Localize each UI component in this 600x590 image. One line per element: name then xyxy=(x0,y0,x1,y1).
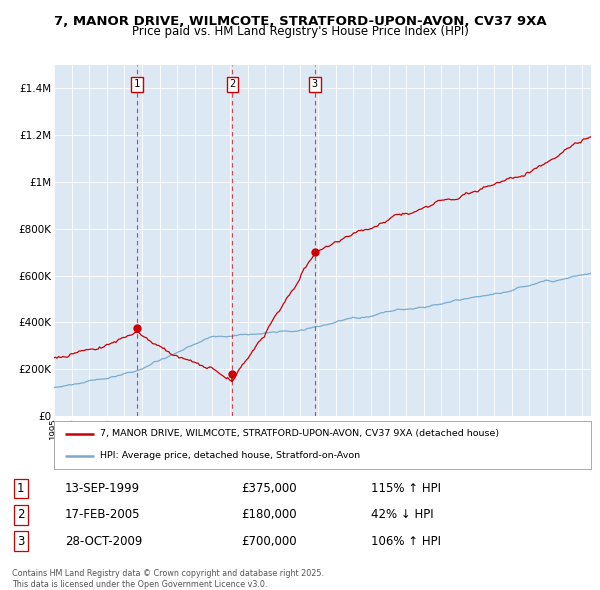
Text: 1: 1 xyxy=(17,482,25,495)
Text: £180,000: £180,000 xyxy=(241,508,297,522)
Text: 42% ↓ HPI: 42% ↓ HPI xyxy=(371,508,433,522)
Text: 3: 3 xyxy=(312,79,318,89)
Text: 1: 1 xyxy=(134,79,140,89)
Text: 7, MANOR DRIVE, WILMCOTE, STRATFORD-UPON-AVON, CV37 9XA (detached house): 7, MANOR DRIVE, WILMCOTE, STRATFORD-UPON… xyxy=(100,430,499,438)
Text: 13-SEP-1999: 13-SEP-1999 xyxy=(65,482,140,495)
Text: 3: 3 xyxy=(17,535,25,548)
Text: 7, MANOR DRIVE, WILMCOTE, STRATFORD-UPON-AVON, CV37 9XA: 7, MANOR DRIVE, WILMCOTE, STRATFORD-UPON… xyxy=(53,15,547,28)
Text: 2: 2 xyxy=(229,79,235,89)
Text: 28-OCT-2009: 28-OCT-2009 xyxy=(65,535,142,548)
Text: HPI: Average price, detached house, Stratford-on-Avon: HPI: Average price, detached house, Stra… xyxy=(100,451,360,460)
Text: Price paid vs. HM Land Registry's House Price Index (HPI): Price paid vs. HM Land Registry's House … xyxy=(131,25,469,38)
Text: £375,000: £375,000 xyxy=(241,482,297,495)
Text: 106% ↑ HPI: 106% ↑ HPI xyxy=(371,535,440,548)
Text: 2: 2 xyxy=(17,508,25,522)
Text: Contains HM Land Registry data © Crown copyright and database right 2025.
This d: Contains HM Land Registry data © Crown c… xyxy=(12,569,324,589)
Text: 17-FEB-2005: 17-FEB-2005 xyxy=(65,508,140,522)
Text: 115% ↑ HPI: 115% ↑ HPI xyxy=(371,482,440,495)
Text: £700,000: £700,000 xyxy=(241,535,297,548)
